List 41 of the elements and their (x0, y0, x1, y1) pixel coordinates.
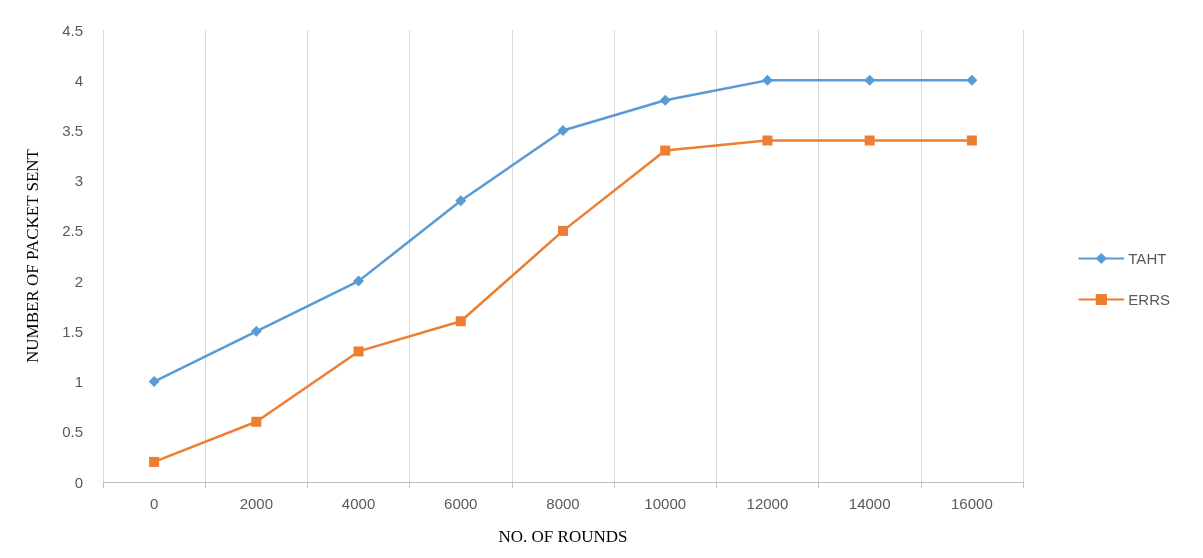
point (148, 376, 160, 388)
y-tick-label: 2.5 (62, 222, 83, 240)
point (250, 325, 262, 337)
point (455, 195, 467, 207)
y-axis-title: NUMBER OF PACKET SENT (23, 148, 42, 363)
point (966, 74, 978, 86)
y-tick-label: 0.5 (62, 423, 83, 441)
point (966, 135, 977, 146)
point (149, 456, 160, 467)
x-tick-label: 16000 (951, 495, 993, 512)
x-tick-label: 6000 (444, 495, 478, 512)
point (659, 94, 671, 106)
x-tick-label: 4000 (341, 495, 376, 512)
x-axis-title: NO. OF ROUNDS (498, 527, 628, 546)
y-tick-label: 3.5 (62, 121, 83, 139)
point (864, 74, 876, 86)
point (455, 316, 466, 327)
x-tick-label: 10000 (644, 495, 687, 512)
y-tick-label: 4.5 (62, 21, 83, 39)
legend-label: ERRS (1128, 291, 1171, 308)
y-tick-label: 2 (74, 272, 83, 290)
y-tick-label: 4 (74, 71, 83, 89)
x-tick-label: 2000 (239, 495, 274, 512)
point (251, 416, 262, 427)
point (660, 145, 671, 156)
legend-label: TAHT (1128, 250, 1167, 267)
y-tick-label: 1 (74, 373, 83, 391)
point (864, 135, 875, 146)
x-tick-label: 0 (149, 495, 159, 512)
x-tick-label: 12000 (746, 495, 789, 512)
x-tick-label: 8000 (546, 495, 580, 512)
y-tick-label: 3 (74, 172, 83, 190)
y-tick-label: 1.5 (62, 322, 83, 340)
point (558, 225, 568, 236)
x-tick-label: 14000 (848, 495, 891, 512)
point (761, 74, 773, 86)
point (353, 346, 364, 357)
point (557, 124, 569, 136)
y-tick-label: 0 (74, 473, 83, 491)
point (353, 275, 365, 287)
point (762, 135, 773, 146)
